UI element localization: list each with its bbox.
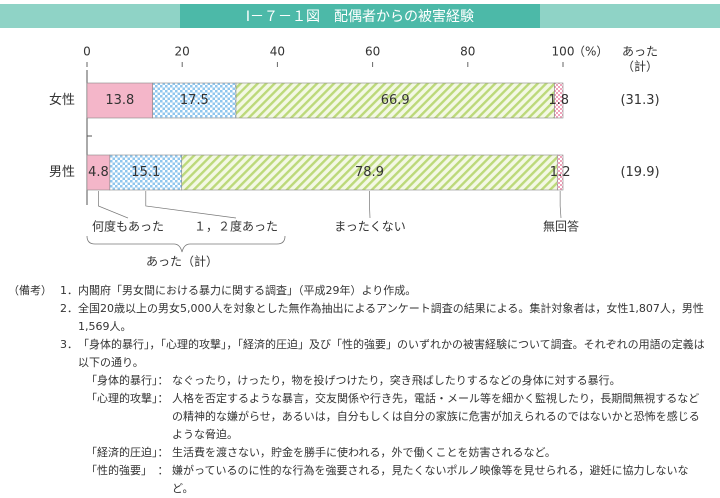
- notes: （備考） 1．内閣府「男女間における暴力に関する調査」（平成29年）より作成。2．…: [0, 282, 720, 498]
- x-tick-label: 20: [175, 45, 190, 59]
- value-label: 13.8: [105, 93, 134, 108]
- definition-term: 「身体的暴行」：: [86, 372, 169, 390]
- definition-text: 人格を否定するような暴言，交友関係や行き先，電話・メール等を細かく監視したり，長…: [172, 390, 706, 444]
- note-item: 3．「身体的暴行」，「心理的攻撃」，「経済的圧迫」及び「性的強要」のいずれかの被…: [0, 336, 720, 372]
- note-text: 「身体的暴行」，「心理的攻撃」，「経済的圧迫」及び「性的強要」のいずれかの被害経…: [78, 336, 706, 372]
- x-tick-label: 40: [270, 45, 285, 59]
- value-label: 4.8: [88, 165, 109, 180]
- leader-line: [560, 191, 561, 218]
- series-label: 無回答: [543, 219, 579, 234]
- total-label: (19.9): [620, 165, 659, 180]
- series-label: まったくない: [334, 220, 406, 234]
- category-label: 女性: [49, 92, 75, 108]
- definition-term: 「性的強要」 ：: [86, 462, 169, 480]
- definition: 「性的強要」 ：嫌がっているのに性的な行為を強要される，見たくないポルノ映像等を…: [0, 462, 720, 498]
- value-label: 17.5: [180, 93, 209, 108]
- note-item: 2．全国20歳以上の男女5,000人を対象とした無作為抽出によるアンケート調査の…: [0, 300, 720, 336]
- x-tick-label: 80: [460, 45, 475, 59]
- title-banner-left: [0, 4, 200, 28]
- total-label: (31.3): [620, 93, 659, 108]
- notes-label: （備考）: [8, 282, 52, 300]
- definition-text: 嫌がっているのに性的な行為を強要される，見たくないポルノ映像等を見せられる，避妊…: [172, 462, 706, 498]
- x-tick-label: 0: [83, 45, 91, 59]
- bracket: [87, 236, 285, 252]
- definition-text: 生活費を渡さない，貯金を勝手に使われる，外で働くことを妨害されるなど。: [172, 444, 706, 462]
- note-number: 3．: [60, 336, 78, 354]
- note-text: 内閣府「男女間における暴力に関する調査」（平成29年）より作成。: [78, 282, 706, 300]
- definition-text: なぐったり，けったり，物を投げつけたり，突き飛ばしたりするなどの身体に対する暴行…: [172, 372, 706, 390]
- definition-term: 「心理的攻撃」：: [86, 390, 169, 408]
- value-label: 1.2: [550, 165, 571, 180]
- total-header: （計）: [622, 59, 658, 74]
- series-label: １，２度あった: [194, 219, 278, 234]
- chart-title: Ⅰ－７－１図 配偶者からの被害経験: [246, 9, 474, 25]
- definition: 「経済的圧迫」：生活費を渡さない，貯金を勝手に使われる，外で働くことを妨害される…: [0, 444, 720, 462]
- leader-line: [146, 191, 236, 218]
- chart: Ⅰ－７－１図 配偶者からの被害経験 0 20 40 60 80 100（%） あった（計） 女…: [0, 0, 720, 282]
- definition: 「身体的暴行」：なぐったり，けったり，物を投げつけたり，突き飛ばしたりするなどの…: [0, 372, 720, 390]
- value-label: 1.8: [548, 93, 569, 108]
- series-label: 何度もあった: [92, 219, 164, 234]
- x-unit: （%）: [573, 45, 608, 59]
- category-label: 男性: [49, 165, 75, 180]
- total-header: あった: [622, 45, 658, 59]
- bracket-label: あった（計）: [146, 254, 218, 269]
- value-label: 78.9: [355, 165, 384, 180]
- note-number: 1．: [60, 282, 78, 300]
- note-item: （備考） 1．内閣府「男女間における暴力に関する調査」（平成29年）より作成。: [0, 282, 720, 300]
- note-number: 2．: [60, 300, 78, 318]
- x-tick-label: 60: [365, 45, 380, 59]
- note-text: 全国20歳以上の男女5,000人を対象とした無作為抽出によるアンケート調査の結果…: [78, 300, 706, 336]
- leader-line: [98, 191, 128, 218]
- value-label: 15.1: [131, 165, 160, 180]
- title-banner-right: [520, 4, 720, 28]
- definition: 「心理的攻撃」：人格を否定するような暴言，交友関係や行き先，電話・メール等を細か…: [0, 390, 720, 444]
- definition-term: 「経済的圧迫」：: [86, 444, 169, 462]
- value-label: 66.9: [381, 93, 410, 108]
- x-tick-label: 100: [552, 45, 575, 59]
